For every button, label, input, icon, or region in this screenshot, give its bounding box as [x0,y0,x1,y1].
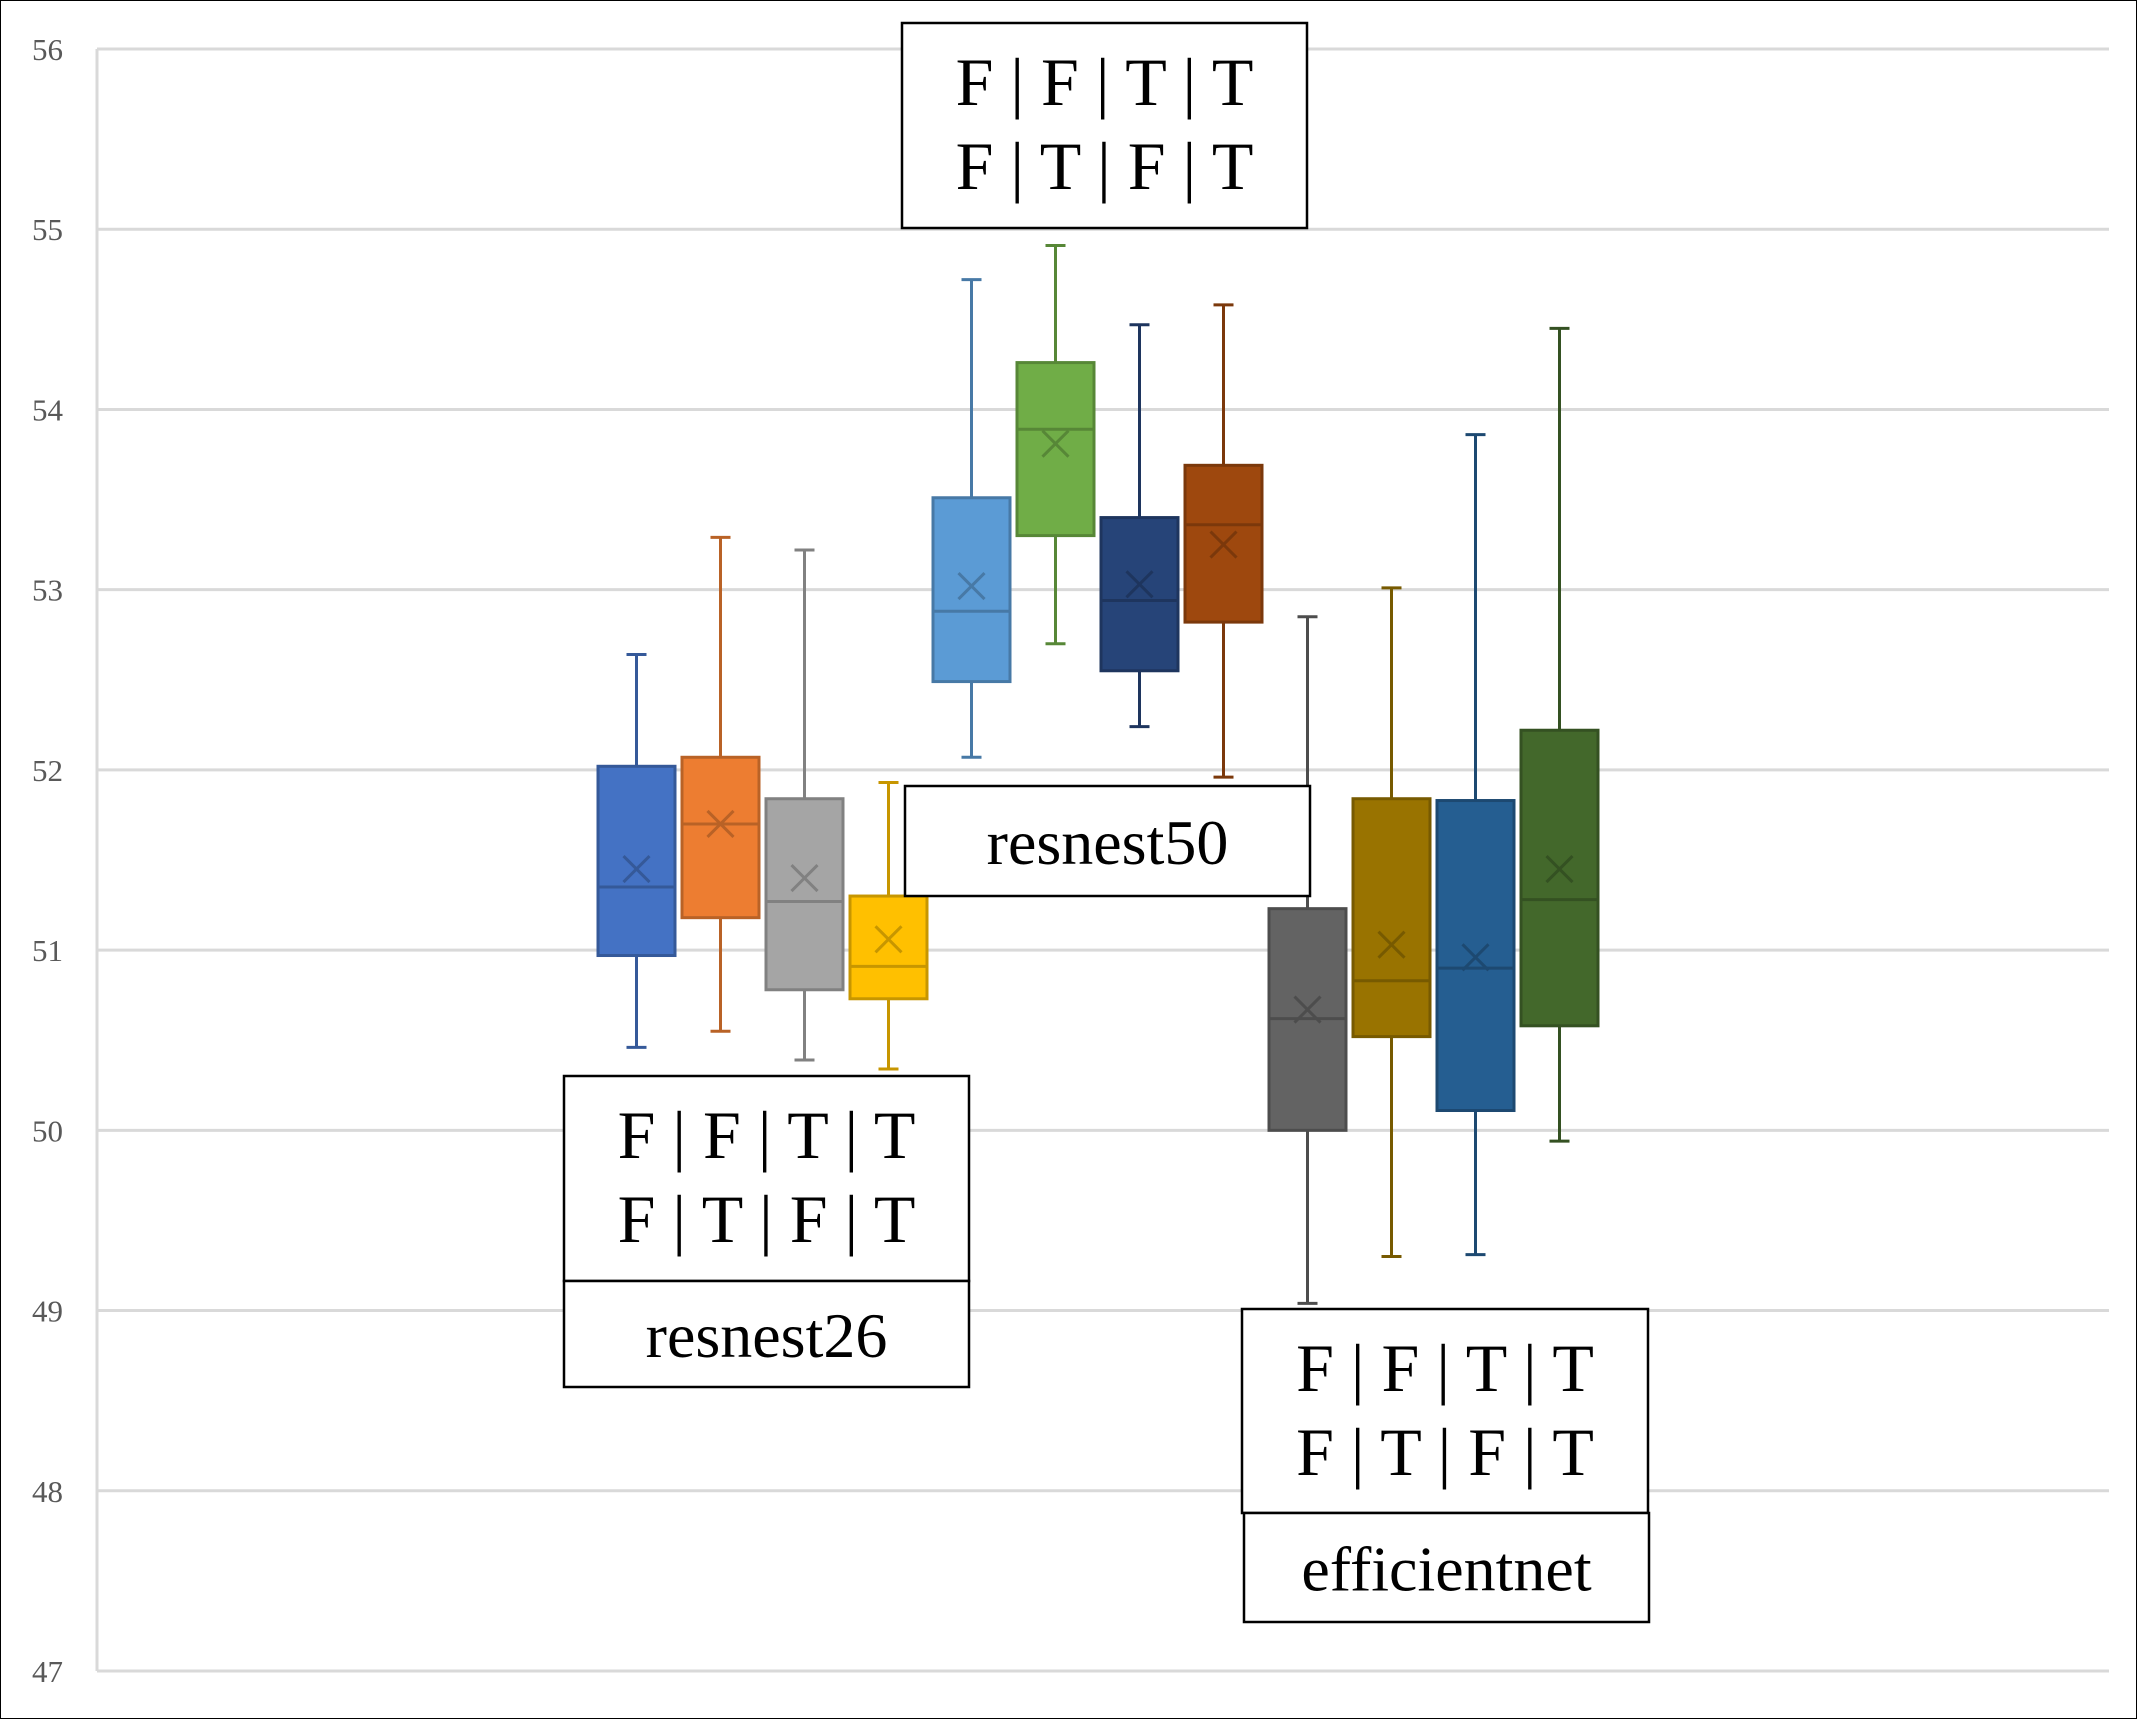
group-name-label: resnest26 [646,1300,888,1371]
mean-marker [1545,854,1574,884]
box-iqr [1351,797,1432,1039]
box-item [1519,326,1600,1143]
box-iqr [596,764,677,958]
mean-marker [957,572,986,601]
box-item [1351,586,1432,1258]
box-item [596,653,677,1049]
y-tick-label: 48 [32,1474,63,1509]
box-iqr [848,894,929,1001]
box-iqr [680,755,761,920]
group-name-box-resnest50: resnest50 [903,784,1312,898]
box-item [680,535,761,1033]
y-axis-tick-labels: 47 48 49 50 51 52 53 54 55 56 [32,32,64,1689]
flags-box-efficientnet: F | F | T | T F | T | F | T [1240,1307,1650,1515]
group-name-label: efficientnet [1301,1534,1591,1605]
flags-line-2: F | T | F | T [618,1181,916,1257]
y-tick-label: 47 [32,1654,63,1689]
y-tick-label: 55 [32,212,63,247]
mean-marker [622,854,651,884]
box-item [764,548,845,1062]
y-tick-label: 53 [32,573,63,608]
flags-line-1: F | F | T | T [618,1097,916,1173]
flags-box-resnest26: F | F | T | T F | T | F | T [562,1074,971,1283]
box-iqr [931,496,1012,684]
box-iqr [1099,516,1180,673]
flags-box-resnest50: F | F | T | T F | T | F | T [900,21,1309,230]
box-item [848,781,929,1071]
y-tick-label: 52 [32,753,63,788]
box-item [1267,615,1348,1305]
box-item [931,278,1012,759]
mean-marker [1293,995,1322,1024]
box-group-resnest26 [596,535,929,1071]
box-series [596,243,1600,1305]
group-name-box-efficientnet: efficientnet [1242,1511,1651,1624]
box-item [1183,303,1264,779]
group-name-label: resnest50 [987,807,1229,878]
flags-line-1: F | F | T | T [1296,1330,1594,1406]
y-tick-label: 56 [32,32,63,67]
y-tick-label: 50 [32,1113,63,1148]
mean-marker [790,863,819,893]
y-tick-label: 54 [32,392,64,427]
mean-marker [1377,930,1406,959]
mean-marker [706,809,735,839]
box-group-resnest50 [931,243,1264,779]
group-name-box-resnest26: resnest26 [562,1279,971,1389]
box-iqr [1015,361,1096,538]
box-item [1099,323,1180,729]
box-group-efficientnet [1267,326,1600,1305]
flags-line-1: F | F | T | T [956,44,1254,120]
group-annotations: F | F | T | T F | T | F | T resnest26 F | F… [562,21,1651,1624]
box-item [1015,243,1096,646]
flags-line-2: F | T | F | T [956,128,1254,204]
mean-marker [1209,530,1238,559]
mean-marker [1041,429,1070,458]
flags-line-2: F | T | F | T [1296,1414,1594,1490]
mean-marker [1461,943,1490,972]
box-iqr [1519,728,1600,1028]
y-tick-label: 51 [32,933,63,968]
y-tick-label: 49 [32,1294,63,1329]
mean-marker [1125,570,1154,599]
box-item [1435,433,1516,1257]
mean-marker [874,925,903,954]
box-iqr [764,797,845,992]
